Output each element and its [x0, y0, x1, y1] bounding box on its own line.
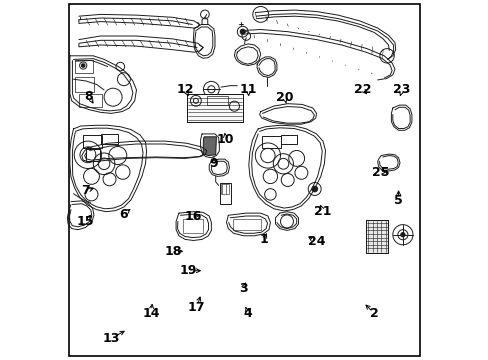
Text: 4: 4 — [243, 307, 252, 320]
Text: 25: 25 — [371, 166, 388, 179]
Text: 10: 10 — [217, 133, 234, 146]
Text: 21: 21 — [314, 205, 331, 218]
Circle shape — [240, 29, 244, 34]
Text: 11: 11 — [239, 83, 256, 96]
Polygon shape — [203, 137, 216, 156]
Bar — [79, 94, 102, 107]
Bar — [232, 219, 261, 230]
Circle shape — [311, 186, 317, 192]
Text: 20: 20 — [276, 91, 293, 104]
Text: 9: 9 — [209, 157, 218, 170]
Bar — [261, 136, 280, 148]
Text: 2: 2 — [370, 307, 378, 320]
Circle shape — [400, 233, 404, 237]
Bar — [186, 94, 242, 122]
Bar — [366, 220, 387, 253]
Text: 19: 19 — [180, 264, 197, 277]
Bar — [183, 219, 203, 233]
Text: 17: 17 — [187, 301, 205, 314]
Text: 22: 22 — [353, 83, 370, 96]
Bar — [366, 220, 387, 253]
Text: 3: 3 — [239, 282, 247, 294]
Bar — [220, 183, 230, 204]
Text: 18: 18 — [164, 245, 182, 258]
Bar — [101, 134, 118, 144]
Text: 5: 5 — [393, 194, 402, 207]
Text: 12: 12 — [176, 83, 193, 96]
Bar — [75, 60, 92, 73]
Text: 14: 14 — [142, 307, 159, 320]
Text: 7: 7 — [81, 184, 90, 197]
Bar — [82, 135, 102, 148]
Text: 8: 8 — [84, 90, 93, 103]
Text: 23: 23 — [393, 83, 410, 96]
Bar — [206, 96, 228, 105]
Bar — [186, 94, 242, 122]
Text: 6: 6 — [120, 208, 128, 221]
Text: 13: 13 — [102, 332, 120, 345]
Text: 16: 16 — [184, 210, 202, 222]
Text: 15: 15 — [77, 215, 94, 228]
Bar — [280, 135, 296, 144]
Bar — [86, 149, 100, 161]
Bar — [75, 77, 94, 92]
Text: 1: 1 — [260, 233, 268, 246]
Bar — [221, 184, 228, 194]
Circle shape — [81, 64, 85, 67]
Text: 24: 24 — [307, 235, 325, 248]
